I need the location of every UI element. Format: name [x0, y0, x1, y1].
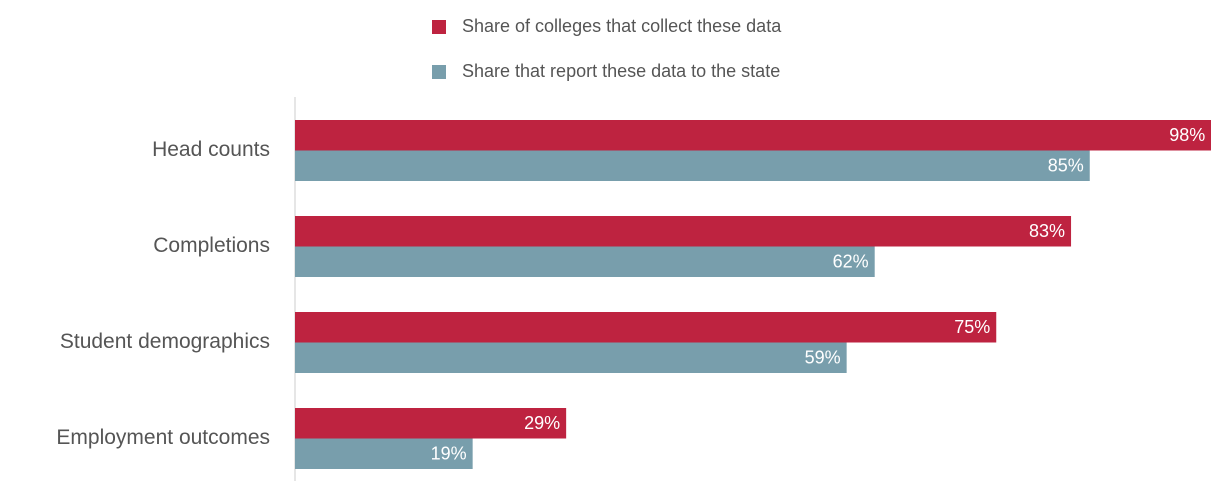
value-label: 62% [833, 252, 869, 272]
value-label: 98% [1169, 125, 1205, 145]
category-label: Head counts [152, 138, 270, 161]
category-label: Completions [153, 234, 270, 257]
value-label: 85% [1048, 156, 1084, 176]
legend-swatch [432, 20, 446, 34]
legend-label: Share of colleges that collect these dat… [462, 16, 782, 36]
value-label: 75% [954, 317, 990, 337]
bar [295, 216, 1072, 247]
category-label: Employment outcomes [56, 426, 270, 449]
bar [295, 342, 847, 373]
bar [295, 150, 1090, 181]
bar [295, 312, 997, 343]
bar [295, 246, 875, 277]
bar [295, 408, 567, 439]
legend-label: Share that report these data to the stat… [462, 61, 780, 81]
value-label: 83% [1029, 221, 1065, 241]
value-label: 29% [524, 413, 560, 433]
value-label: 19% [431, 444, 467, 464]
bar [295, 438, 473, 469]
category-label: Student demographics [60, 330, 270, 353]
bar [295, 120, 1211, 151]
value-label: 59% [805, 348, 841, 368]
legend-swatch [432, 65, 446, 79]
